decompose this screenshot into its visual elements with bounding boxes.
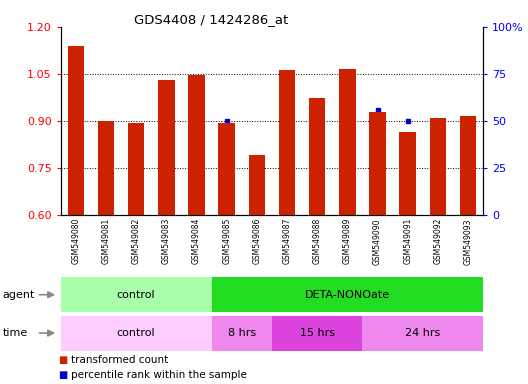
Text: GDS4408 / 1424286_at: GDS4408 / 1424286_at — [134, 13, 288, 26]
Text: percentile rank within the sample: percentile rank within the sample — [71, 370, 247, 380]
Bar — [430, 118, 446, 215]
Text: GSM549088: GSM549088 — [313, 218, 322, 264]
Text: time: time — [3, 328, 28, 338]
Text: transformed count: transformed count — [71, 355, 168, 365]
Bar — [460, 116, 476, 215]
Bar — [399, 132, 416, 215]
Bar — [212, 316, 272, 351]
Bar — [219, 122, 235, 215]
Text: GSM549091: GSM549091 — [403, 218, 412, 265]
Text: control: control — [117, 328, 155, 338]
Text: GSM549089: GSM549089 — [343, 218, 352, 265]
Text: GSM549084: GSM549084 — [192, 218, 201, 265]
Text: 15 hrs: 15 hrs — [300, 328, 335, 338]
Bar — [158, 80, 175, 215]
Text: 8 hrs: 8 hrs — [228, 328, 256, 338]
Bar — [212, 277, 483, 312]
Text: GSM549081: GSM549081 — [101, 218, 110, 264]
Bar — [339, 69, 356, 215]
Bar — [61, 277, 212, 312]
Bar — [61, 316, 212, 351]
Text: control: control — [117, 290, 155, 300]
Text: GSM549093: GSM549093 — [464, 218, 473, 265]
Bar — [98, 121, 114, 215]
Text: 24 hrs: 24 hrs — [405, 328, 440, 338]
Text: ■: ■ — [58, 355, 68, 365]
Text: GSM549090: GSM549090 — [373, 218, 382, 265]
Text: GSM549080: GSM549080 — [71, 218, 80, 265]
Bar — [128, 122, 145, 215]
Bar — [362, 316, 483, 351]
Text: GSM549085: GSM549085 — [222, 218, 231, 265]
Text: agent: agent — [3, 290, 35, 300]
Bar — [309, 98, 325, 215]
Text: DETA-NONOate: DETA-NONOate — [305, 290, 390, 300]
Bar — [249, 154, 265, 215]
Bar — [68, 46, 84, 215]
Text: GSM549083: GSM549083 — [162, 218, 171, 265]
Bar — [279, 70, 295, 215]
Text: GSM549082: GSM549082 — [131, 218, 140, 264]
Text: ■: ■ — [58, 370, 68, 380]
Bar — [188, 74, 205, 215]
Text: GSM549092: GSM549092 — [433, 218, 442, 265]
Bar — [369, 111, 386, 215]
Bar — [272, 316, 362, 351]
Text: GSM549087: GSM549087 — [282, 218, 291, 265]
Text: GSM549086: GSM549086 — [252, 218, 261, 265]
